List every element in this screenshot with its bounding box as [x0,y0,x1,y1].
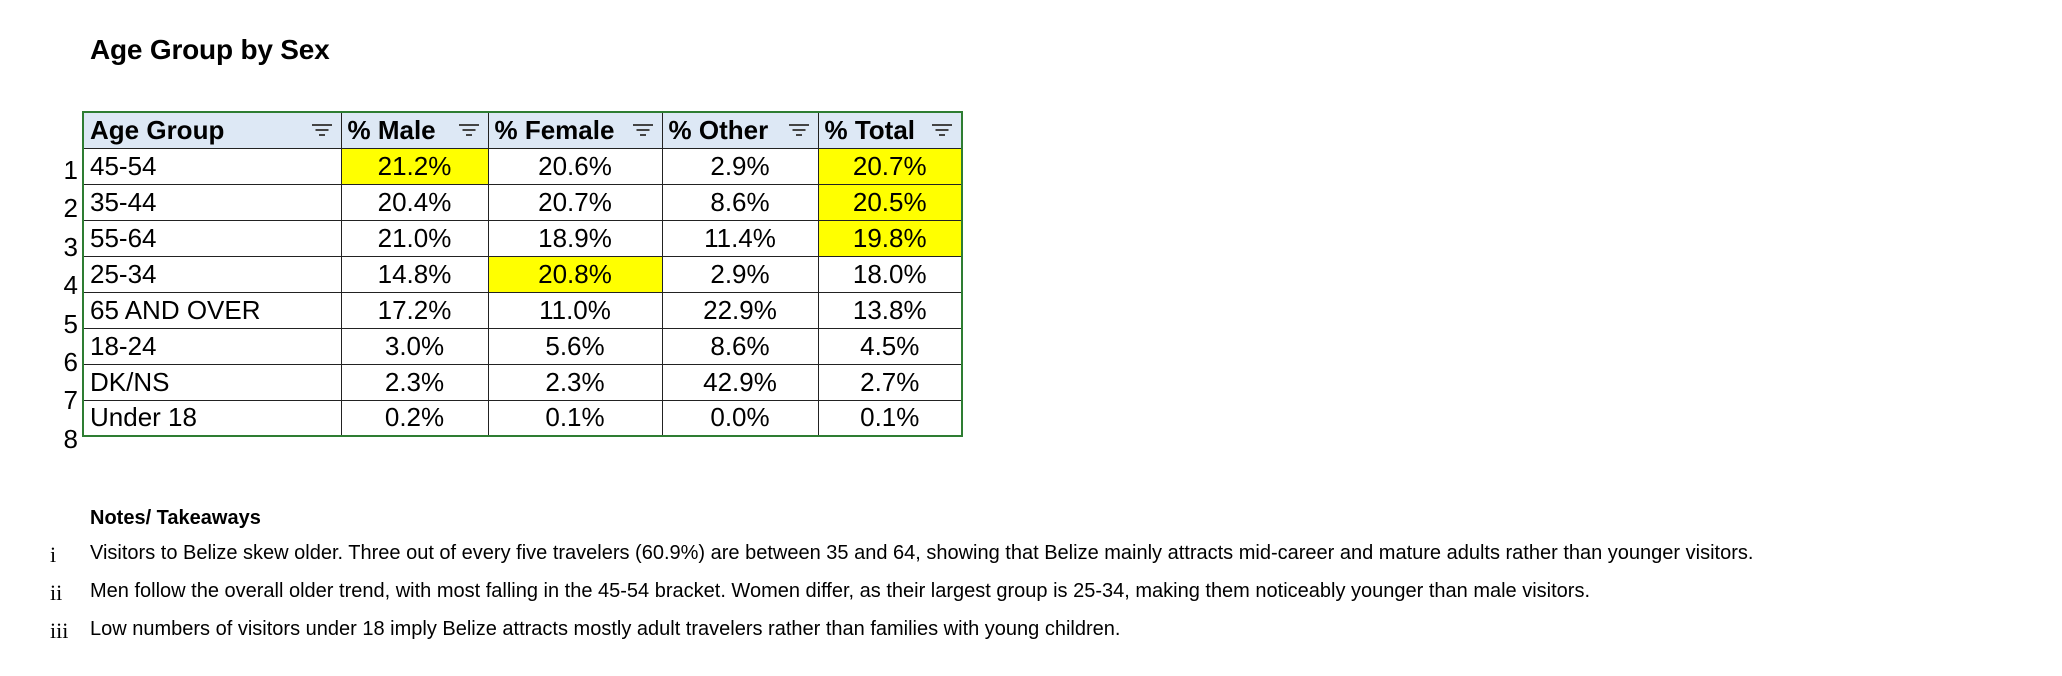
table-row: 25-34 14.8% 20.8% 2.9% 18.0% [82,255,963,293]
table-row: DK/NS 2.3% 2.3% 42.9% 2.7% [82,363,963,401]
filter-icon[interactable] [788,122,810,138]
cell-female[interactable]: 20.8% [487,255,663,293]
cell-total[interactable]: 19.8% [817,219,963,257]
cell-age-group[interactable]: 55-64 [82,219,342,257]
cell-female[interactable]: 18.9% [487,219,663,257]
cell-age-group[interactable]: 45-54 [82,147,342,185]
cell-total[interactable]: 2.7% [817,363,963,401]
cell-total[interactable]: 18.0% [817,255,963,293]
row-number[interactable]: 4 [63,270,78,301]
cell-other[interactable]: 2.9% [661,255,819,293]
header-label: % Other [668,114,769,145]
table-row: 65 AND OVER 17.2% 11.0% 22.9% 13.8% [82,291,963,329]
cell-total[interactable]: 0.1% [817,399,963,437]
header-total[interactable]: % Total [817,111,963,149]
age-group-table: Age Group % Male % Female % Other % Tota… [82,111,963,437]
cell-other[interactable]: 22.9% [661,291,819,329]
header-label: % Female [494,114,615,145]
cell-female[interactable]: 11.0% [487,291,663,329]
note-text: Men follow the overall older trend, with… [90,580,1591,602]
note-marker: ii [50,580,63,605]
filter-icon[interactable] [311,122,333,138]
header-male[interactable]: % Male [340,111,489,149]
header-female[interactable]: % Female [487,111,663,149]
cell-female[interactable]: 20.6% [487,147,663,185]
cell-other[interactable]: 11.4% [661,219,819,257]
row-number[interactable]: 5 [63,308,78,339]
cell-age-group[interactable]: Under 18 [82,399,342,437]
cell-female[interactable]: 20.7% [487,183,663,221]
row-number[interactable]: 3 [63,231,78,262]
table-row: 18-24 3.0% 5.6% 8.6% 4.5% [82,327,963,365]
cell-total[interactable]: 13.8% [817,291,963,329]
row-number[interactable]: 7 [63,385,78,416]
cell-age-group[interactable]: 18-24 [82,327,342,365]
cell-male[interactable]: 3.0% [340,327,489,365]
row-number[interactable]: 2 [63,193,78,224]
filter-icon[interactable] [632,122,654,138]
filter-icon[interactable] [931,122,953,138]
table-header-row: Age Group % Male % Female % Other % Tota… [82,111,963,149]
cell-male[interactable]: 21.0% [340,219,489,257]
header-label: % Total [824,114,916,145]
cell-female[interactable]: 5.6% [487,327,663,365]
header-label: Age Group [90,114,225,145]
cell-other[interactable]: 2.9% [661,147,819,185]
cell-other[interactable]: 0.0% [661,399,819,437]
table-row: 55-64 21.0% 18.9% 11.4% 19.8% [82,219,963,257]
cell-male[interactable]: 17.2% [340,291,489,329]
note-text: Visitors to Belize skew older. Three out… [90,542,1754,564]
cell-male[interactable]: 21.2% [340,147,489,185]
cell-total[interactable]: 4.5% [817,327,963,365]
note-marker: iii [50,618,69,643]
note-marker: i [50,542,57,567]
cell-female[interactable]: 2.3% [487,363,663,401]
cell-male[interactable]: 14.8% [340,255,489,293]
row-number[interactable]: 1 [63,155,78,185]
cell-other[interactable]: 42.9% [661,363,819,401]
cell-total[interactable]: 20.5% [817,183,963,221]
cell-age-group[interactable]: 25-34 [82,255,342,293]
cell-age-group[interactable]: 65 AND OVER [82,291,342,329]
cell-female[interactable]: 0.1% [487,399,663,437]
notes-heading: Notes/ Takeaways [90,507,261,529]
row-number[interactable]: 8 [63,423,78,454]
table-row: 35-44 20.4% 20.7% 8.6% 20.5% [82,183,963,221]
header-label: % Male [347,114,436,145]
cell-male[interactable]: 2.3% [340,363,489,401]
cell-male[interactable]: 0.2% [340,399,489,437]
cell-age-group[interactable]: 35-44 [82,183,342,221]
header-age-group[interactable]: Age Group [82,111,342,149]
row-number[interactable]: 6 [63,346,78,377]
header-other[interactable]: % Other [661,111,819,149]
cell-other[interactable]: 8.6% [661,183,819,221]
note-text: Low numbers of visitors under 18 imply B… [90,618,1121,640]
cell-male[interactable]: 20.4% [340,183,489,221]
table-row: 45-54 21.2% 20.6% 2.9% 20.7% [82,147,963,185]
cell-total[interactable]: 20.7% [817,147,963,185]
sheet-title: Age Group by Sex [90,34,330,65]
cell-other[interactable]: 8.6% [661,327,819,365]
row-number-column: 1 2 3 4 5 6 7 8 [52,151,82,458]
filter-icon[interactable] [458,122,480,138]
cell-age-group[interactable]: DK/NS [82,363,342,401]
table-row: Under 18 0.2% 0.1% 0.0% 0.1% [82,399,963,437]
